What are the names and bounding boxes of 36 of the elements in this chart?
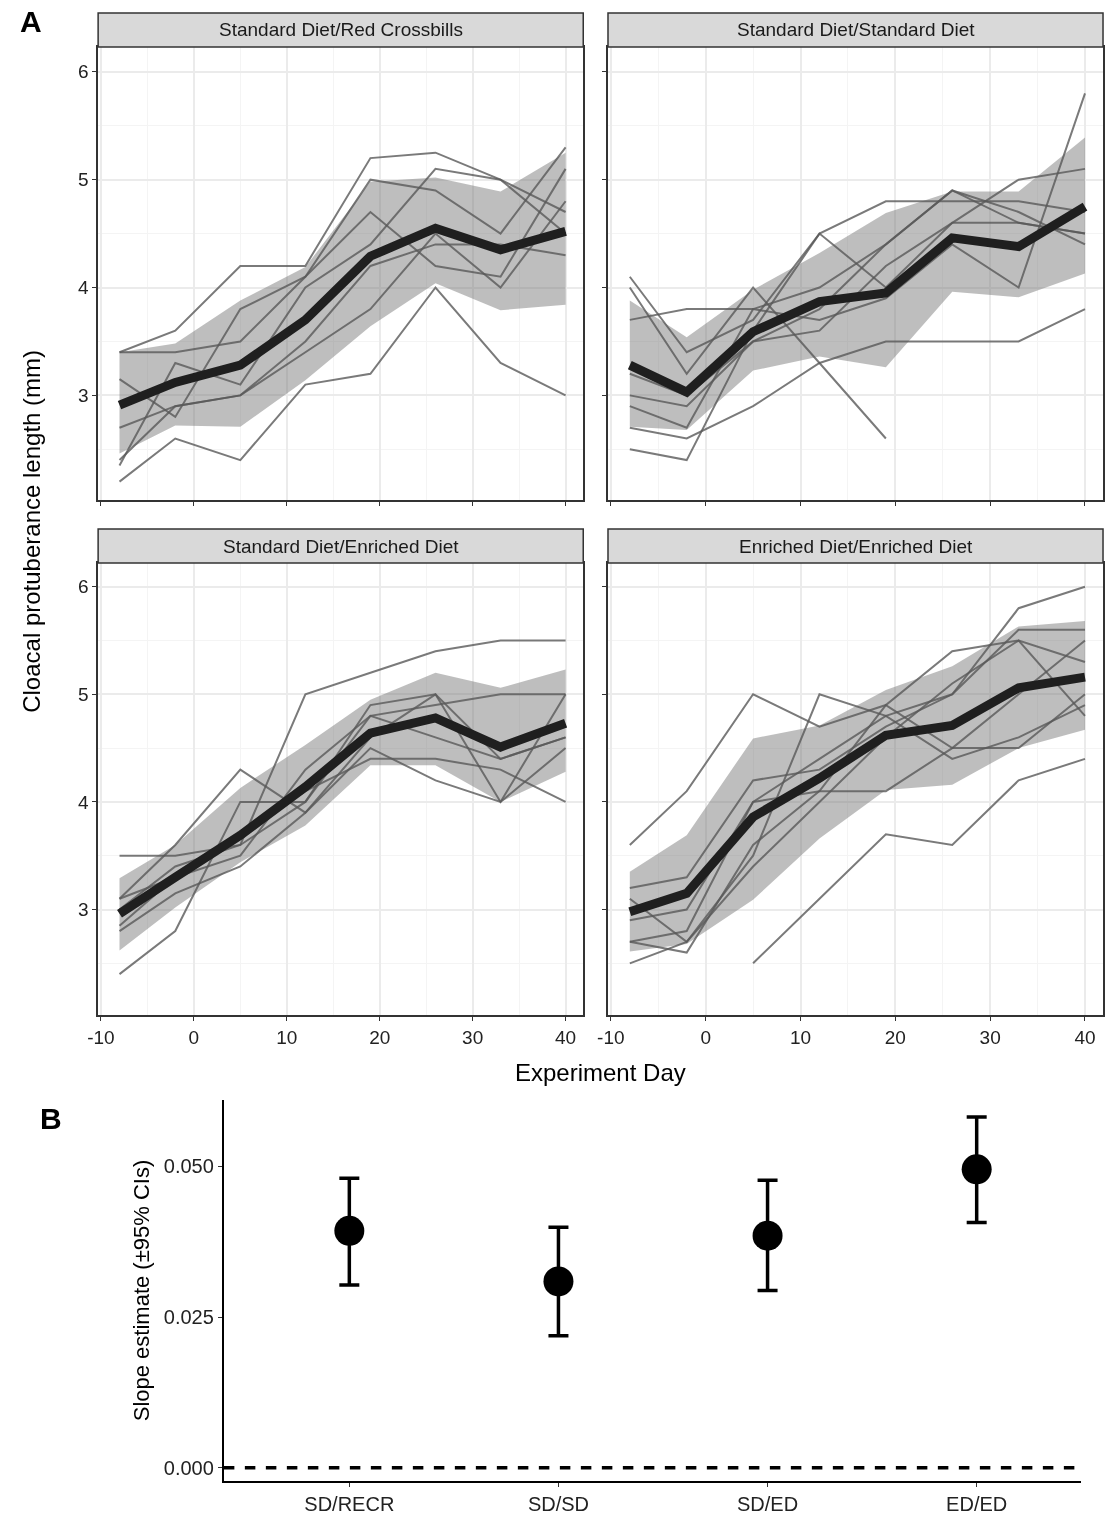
y-tick-label: 5 [78, 683, 89, 705]
y-axis-title: Slope estimate (±95% CIs) [129, 1159, 155, 1422]
x-tick-label: 20 [369, 1026, 391, 1048]
y-tick-label: 0.050 [163, 1155, 214, 1178]
x-tick-label: 0 [700, 1026, 711, 1048]
x-tick-label: 30 [979, 1026, 1001, 1048]
chart-title: Standard Diet/Standard Diet [737, 19, 976, 40]
x-tick-label: -10 [87, 1026, 115, 1048]
x-tick-label: 30 [462, 1026, 484, 1048]
text: A [20, 5, 42, 38]
y-tick-label: 3 [78, 899, 89, 921]
x-tick-label: SD/RECR [304, 1493, 395, 1515]
y-tick-label: 6 [78, 576, 89, 598]
x-tick-label: 20 [884, 1026, 906, 1048]
x-axis-title: Experiment Day [515, 1059, 686, 1086]
chart-title: Standard Diet/Enriched Diet [223, 536, 460, 557]
x-tick-label: SD/ED [737, 1493, 799, 1515]
x-tick-label: SD/SD [527, 1493, 590, 1515]
y-tick-label: 4 [78, 277, 89, 299]
x-tick-label: 10 [276, 1026, 298, 1048]
x-tick-label: 40 [555, 1026, 577, 1048]
chart-title: Standard Diet/Red Crossbills [219, 19, 463, 40]
x-tick-label: 40 [1074, 1026, 1096, 1048]
x-tick-label: 0 [188, 1026, 200, 1048]
y-tick-label: 4 [78, 791, 89, 813]
x-tick-label: 10 [789, 1026, 812, 1048]
y-tick-label: 0.000 [163, 1456, 214, 1479]
x-tick-label: -10 [597, 1026, 625, 1048]
chart-title: Enriched Diet/Enriched Diet [739, 536, 974, 557]
text: B [40, 1102, 62, 1135]
y-axis-title: Cloacal protuberance length (mm) [17, 349, 45, 713]
y-tick-label: 3 [78, 385, 89, 407]
y-tick-label: 6 [78, 61, 89, 83]
y-tick-label: 0.025 [163, 1306, 214, 1329]
y-tick-label: 5 [78, 169, 89, 191]
x-tick-label: ED/ED [946, 1493, 1008, 1515]
